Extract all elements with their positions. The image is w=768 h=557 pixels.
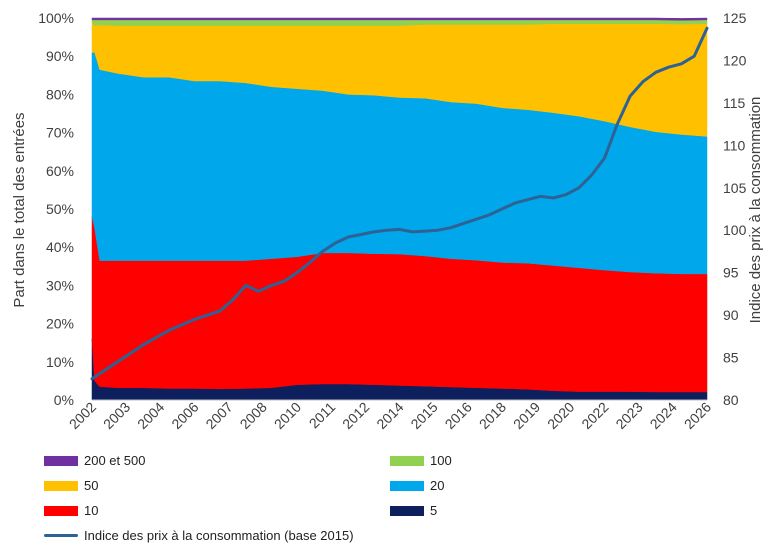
legend-swatch — [390, 505, 424, 516]
x-tick-label: 2019 — [510, 399, 543, 432]
legend-label: Indice des prix à la consommation (base … — [84, 528, 354, 543]
y-tick-label: 60% — [46, 163, 74, 179]
x-tick-label: 2006 — [168, 399, 201, 432]
y2-tick-label: 115 — [723, 95, 746, 111]
y2-tick-label: 80 — [723, 392, 739, 408]
x-tick-label: 2008 — [237, 399, 270, 432]
x-tick-label: 2026 — [681, 399, 714, 432]
legend-swatch — [44, 455, 78, 466]
legend-label: 50 — [84, 478, 99, 493]
x-tick-label: 2018 — [476, 399, 509, 432]
x-tick-label: 2014 — [373, 399, 406, 432]
y-tick-label: 30% — [46, 277, 74, 293]
y-tick-label: 80% — [46, 86, 74, 102]
x-axis: 2002 2003 2004 2006 2007 2008 2010 2011 2012 2014… — [66, 399, 714, 432]
legend-swatch — [390, 455, 424, 466]
x-tick-label: 2016 — [442, 399, 475, 432]
y2-tick-label: 120 — [723, 52, 747, 68]
y2-tick-label: 125 — [723, 10, 747, 26]
y-axis-left: 0% 10% 20% 30% 40% 50% 60% 70% 80% 90% 100% — [38, 10, 74, 408]
chart: 0% 10% 20% 30% 40% 50% 60% 70% 80% 90% 100% 80 85 90… — [11, 10, 764, 432]
x-tick-label: 2011 — [306, 399, 339, 432]
y-tick-label: 0% — [54, 392, 74, 408]
y-tick-label: 90% — [46, 48, 74, 64]
legend-item-10: 10 — [44, 503, 98, 518]
x-tick-label: 2004 — [134, 399, 167, 432]
y2-tick-label: 85 — [723, 350, 739, 366]
y2-tick-label: 95 — [723, 265, 739, 281]
y-tick-label: 10% — [46, 354, 74, 370]
y-tick-label: 70% — [46, 125, 74, 141]
legend-item-cpi: Indice des prix à la consommation (base … — [44, 528, 354, 543]
x-tick-label: 2010 — [271, 399, 304, 432]
y-tick-label: 40% — [46, 239, 74, 255]
legend-swatch — [390, 480, 424, 491]
x-tick-label: 2003 — [100, 399, 133, 432]
legend-item-100: 100 — [390, 453, 452, 468]
legend-item-5: 5 — [390, 503, 437, 518]
legend-label: 200 et 500 — [84, 453, 146, 468]
legend-item-50: 50 — [44, 478, 98, 493]
x-tick-label: 2020 — [544, 399, 577, 432]
cpi-line — [90, 26, 709, 381]
legend-item-20: 20 — [390, 478, 444, 493]
legend-label: 10 — [84, 503, 99, 518]
x-tick-label: 2022 — [578, 399, 611, 432]
legend-item-200-500: 200 et 500 — [44, 453, 145, 468]
y2-tick-label: 90 — [723, 307, 739, 323]
y-axis-title: Part dans le total des entrées — [11, 112, 28, 307]
y-tick-label: 50% — [46, 201, 74, 217]
x-tick-label: 2023 — [612, 399, 645, 432]
legend-label: 20 — [430, 478, 445, 493]
y-axis-right: 80 85 90 95 100 105 110 115 120 125 — [723, 10, 747, 408]
y2-tick-label: 100 — [723, 222, 747, 238]
x-tick-label: 2007 — [202, 399, 235, 432]
stacked-areas — [91, 17, 708, 401]
x-tick-label: 2024 — [647, 399, 680, 432]
cpi-line-layer — [90, 26, 709, 381]
legend-swatch — [44, 505, 78, 516]
y2-tick-label: 105 — [723, 180, 747, 196]
legend-swatch — [44, 480, 78, 491]
legend: 200 et 500 100 50 20 10 5 Indice des pri… — [44, 450, 744, 550]
area-series-200-et-500 — [91, 17, 708, 21]
legend-label: 100 — [430, 453, 452, 468]
y2-tick-label: 110 — [723, 137, 746, 153]
y-tick-label: 20% — [46, 316, 74, 332]
x-tick-label: 2012 — [339, 399, 372, 432]
y-tick-label: 100% — [38, 10, 74, 26]
y2-axis-title: Indice des prix à la consommation — [747, 97, 764, 324]
x-tick-label: 2015 — [407, 399, 440, 432]
legend-label: 5 — [430, 503, 438, 518]
legend-swatch — [44, 534, 78, 537]
